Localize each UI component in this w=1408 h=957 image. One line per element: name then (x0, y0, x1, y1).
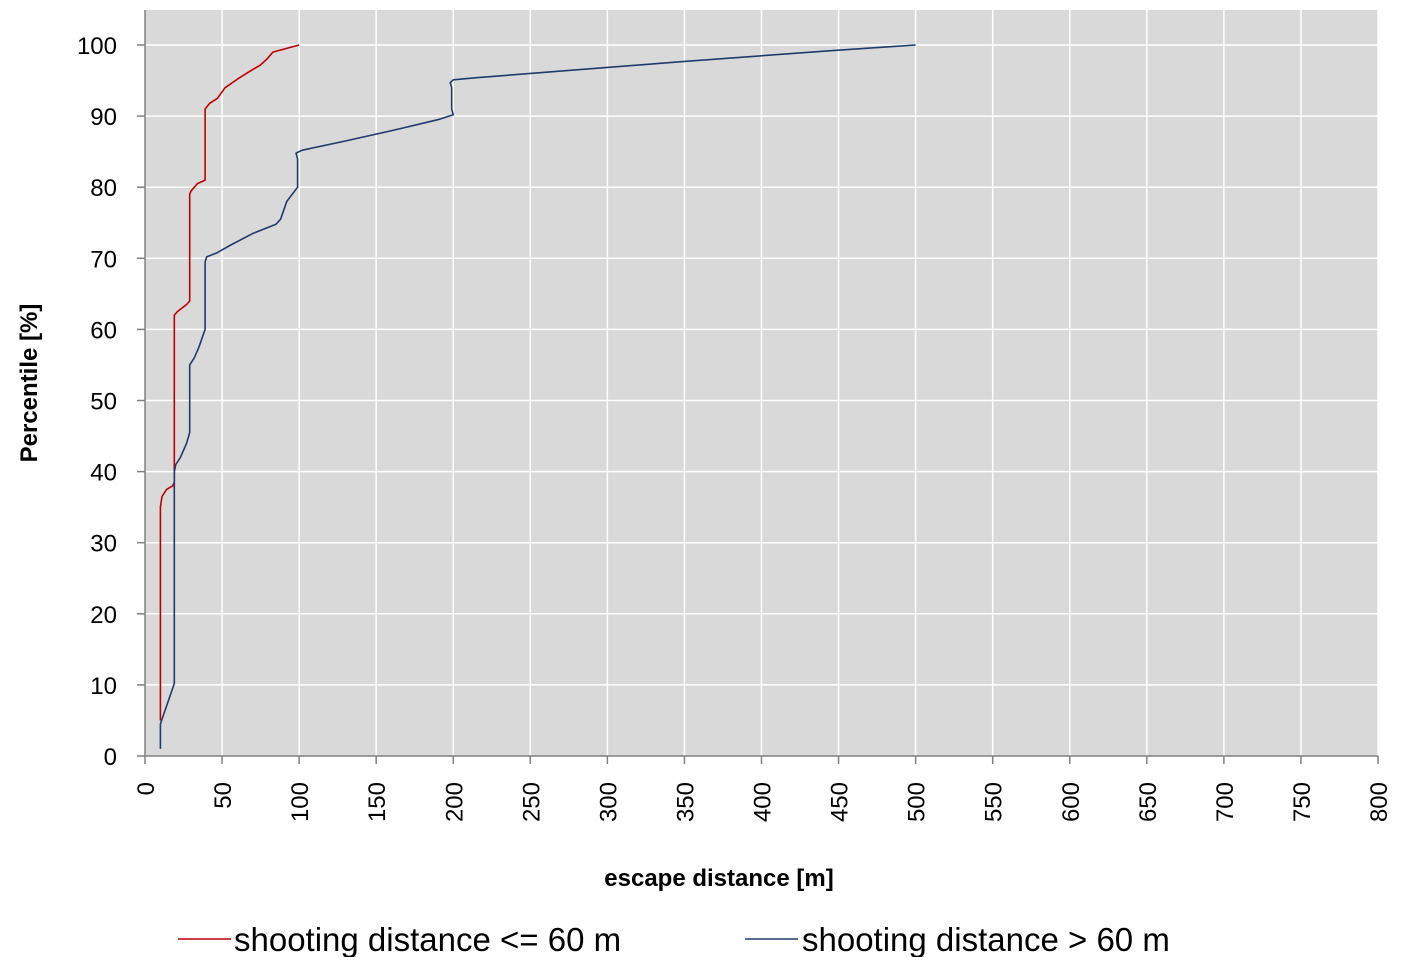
y-tick-label: 100 (77, 33, 117, 60)
y-tick-labels: 0 10 20 30 40 50 60 70 80 90 100 (77, 33, 117, 771)
x-tick-label: 350 (672, 782, 699, 822)
x-tick-label: 200 (441, 782, 468, 822)
x-tick-label: 50 (210, 782, 237, 809)
y-tick-label: 40 (90, 460, 117, 487)
x-axis-title: escape distance [m] (604, 865, 833, 892)
x-tick-label: 800 (1366, 782, 1393, 822)
x-tick-label: 100 (287, 782, 314, 822)
y-tick-label: 60 (90, 317, 117, 344)
x-tick-label: 600 (1058, 782, 1085, 822)
legend-label-series-2: shooting distance > 60 m (802, 921, 1170, 957)
x-tick-label: 300 (595, 782, 622, 822)
axis-ticks (137, 44, 1379, 764)
y-tick-label: 90 (90, 104, 117, 131)
x-tick-label: 250 (518, 782, 545, 822)
y-tick-label: 80 (90, 175, 117, 202)
y-axis-title: Percentile [%] (16, 304, 43, 463)
x-tick-label: 700 (1212, 782, 1239, 822)
series-line-2 (159, 44, 916, 749)
x-tick-label: 500 (904, 782, 931, 822)
legend-label-series-1: shooting distance <= 60 m (234, 921, 621, 957)
horizontal-gridlines (145, 44, 1378, 686)
x-tick-labels: 0 50 100 150 200 250 300 350 400 450 500 550 600 650 7… (133, 782, 1393, 822)
y-tick-label: 0 (104, 744, 117, 771)
series-line-1 (159, 44, 300, 721)
y-tick-label: 10 (90, 673, 117, 700)
y-tick-label: 20 (90, 602, 117, 629)
x-tick-label: 450 (827, 782, 854, 822)
x-tick-label: 0 (133, 782, 160, 795)
y-tick-label: 70 (90, 246, 117, 273)
series-lines (159, 44, 916, 749)
x-tick-label: 650 (1135, 782, 1162, 822)
x-tick-label: 400 (750, 782, 777, 822)
x-tick-label: 750 (1289, 782, 1316, 822)
x-tick-label: 150 (364, 782, 391, 822)
y-tick-label: 30 (90, 531, 117, 558)
y-tick-label: 50 (90, 389, 117, 416)
legend: shooting distance <= 60 m shooting dista… (178, 921, 1170, 957)
x-tick-label: 550 (981, 782, 1008, 822)
